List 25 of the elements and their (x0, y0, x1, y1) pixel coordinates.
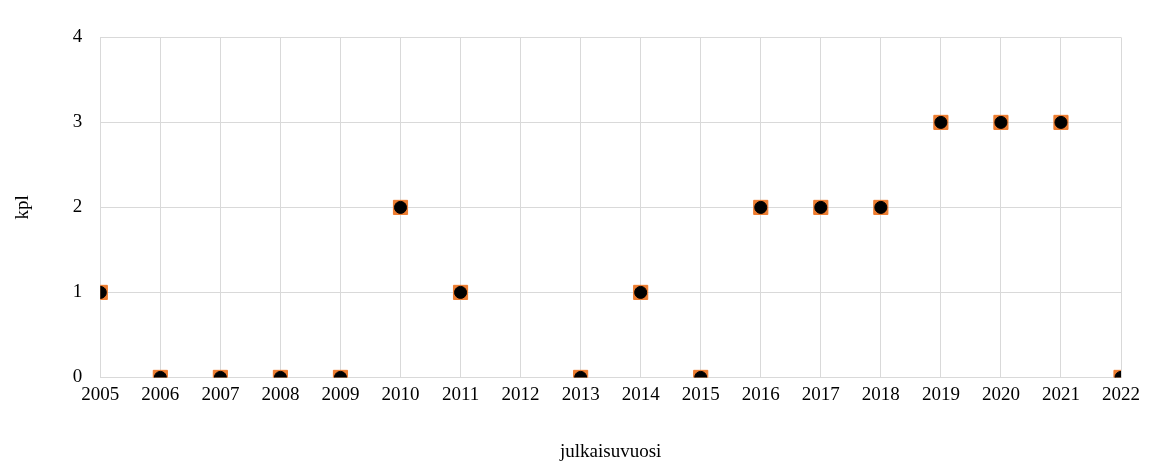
x-tick-label: 2012 (501, 382, 540, 404)
x-tick-label: 2007 (201, 382, 240, 404)
y-tick-label: 1 (72, 280, 83, 302)
y-axis-title: kpl (11, 195, 33, 220)
x-tick-label: 2010 (381, 382, 420, 404)
x-tick-label: 2015 (681, 382, 720, 404)
x-tick-label: 2017 (801, 382, 840, 404)
x-tick-label: 2005 (81, 382, 120, 404)
x-tick-label: 2011 (441, 382, 480, 404)
x-tick-label: 2016 (741, 382, 780, 404)
x-tick-label: 2020 (981, 382, 1020, 404)
y-tick-label: 2 (72, 195, 83, 217)
x-tick-label: 2018 (861, 382, 900, 404)
x-tick-label: 2021 (1041, 382, 1080, 404)
x-tick-label: 2019 (921, 382, 960, 404)
x-tick-label: 2013 (561, 382, 600, 404)
y-tick-label: 4 (72, 25, 83, 47)
x-tick-label: 2006 (141, 382, 180, 404)
x-tick-label: 2009 (321, 382, 360, 404)
x-axis-title: julkaisuvuosi (558, 439, 662, 461)
y-tick-label: 0 (72, 365, 83, 387)
y-tick-label: 3 (72, 110, 83, 132)
x-tick-label: 2008 (261, 382, 300, 404)
x-tick-label: 2022 (1102, 382, 1140, 404)
x-tick-label: 2014 (621, 382, 661, 404)
